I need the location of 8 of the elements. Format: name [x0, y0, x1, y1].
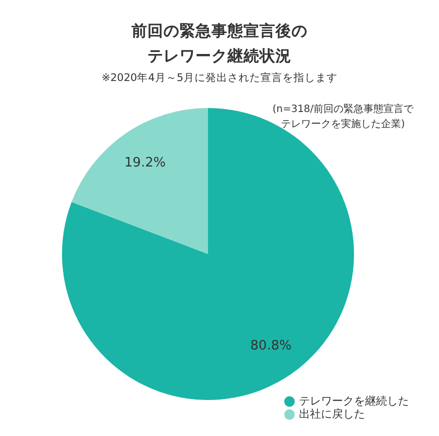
data-label: 80.8% [250, 338, 292, 354]
legend-label: 出社に戻した [299, 408, 365, 420]
text: (n=318/前回の緊急事態宣言でテレワークを実施した企業) [272, 103, 415, 130]
pie-slice [72, 108, 208, 254]
legend-label: テレワークを継続した [299, 394, 409, 408]
chart-title: 前回の緊急事態宣言後のテレワーク継続状況 [130, 21, 308, 65]
data-label: 19.2% [124, 156, 166, 171]
chart-subtitle: ※2020年4月～5月に発出された宣言を指します [102, 71, 338, 84]
